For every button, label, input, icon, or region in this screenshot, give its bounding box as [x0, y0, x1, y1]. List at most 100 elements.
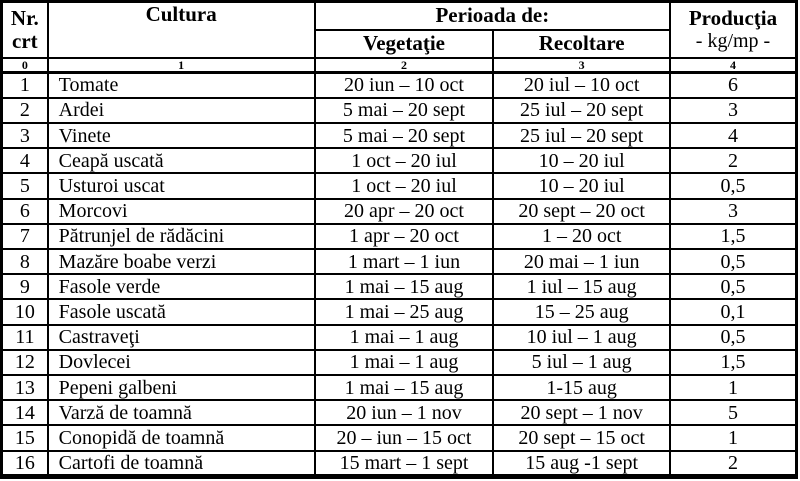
header-cultura: Cultura — [46, 0, 316, 59]
header-nr-crt: Nr. crt — [0, 0, 49, 59]
table-row: 14 Varză de toamnă 20 iun – 1 nov 20 sep… — [0, 399, 798, 427]
table-row: 10 Fasole uscată 1 mai – 25 aug 15 – 25 … — [0, 298, 798, 326]
table-row: 3 Vinete 5 mai – 20 sept 25 iul – 20 sep… — [0, 121, 798, 150]
cell-vegetatie: 20 iun – 10 oct — [313, 71, 495, 99]
cell-vegetatie: 1 mai – 1 aug — [313, 323, 495, 351]
cell-nr: 10 — [0, 298, 49, 326]
column-index-1: 1 — [46, 56, 316, 74]
cell-recoltare: 10 – 20 iul — [492, 172, 671, 200]
table-row: 7 Pătrunjel de rădăcini 1 apr – 20 oct 1… — [0, 222, 798, 250]
cell-productia: 0,5 — [669, 247, 798, 276]
header-nr-line1: Nr. — [10, 5, 39, 30]
table-row: 16 Cartofi de toamnă 15 mart – 1 sept 15… — [0, 449, 798, 478]
cell-vegetatie: 1 oct – 20 iul — [313, 147, 495, 175]
column-index-row: 0 1 2 3 4 — [0, 56, 798, 74]
cell-recoltare: 15 – 25 aug — [492, 298, 671, 326]
cell-cultura: Conopidă de toamnă — [46, 424, 316, 452]
cell-vegetatie: 20 iun – 1 nov — [313, 399, 495, 427]
table-row: 5 Usturoi uscat 1 oct – 20 iul 10 – 20 i… — [0, 172, 798, 200]
cell-productia: 5 — [669, 399, 798, 427]
cell-nr: 1 — [0, 71, 49, 99]
header-productia-unit: - kg/mp - — [695, 30, 771, 53]
table-row: 4 Ceapă uscată 1 oct – 20 iul 10 – 20 iu… — [0, 147, 798, 175]
cell-cultura: Pătrunjel de rădăcini — [46, 222, 316, 250]
cell-vegetatie: 15 mart – 1 sept — [313, 449, 495, 478]
cell-productia: 1 — [669, 373, 798, 402]
cell-recoltare: 20 mai – 1 iun — [492, 247, 671, 276]
cell-recoltare: 10 iul – 1 aug — [492, 323, 671, 351]
cell-recoltare: 1-15 aug — [492, 373, 671, 402]
cell-productia: 0,1 — [669, 298, 798, 326]
cell-vegetatie: 1 apr – 20 oct — [313, 222, 495, 250]
cell-cultura: Vinete — [46, 121, 316, 150]
cell-cultura: Fasole verde — [46, 273, 316, 301]
table-row: 8 Mazăre boabe verzi 1 mart – 1 iun 20 m… — [0, 247, 798, 276]
header-recoltare: Recoltare — [492, 28, 671, 59]
table-row: 12 Dovlecei 1 mai – 1 aug 5 iul – 1 aug … — [0, 348, 798, 376]
cell-nr: 5 — [0, 172, 49, 200]
cell-cultura: Ceapă uscată — [46, 147, 316, 175]
cell-recoltare: 25 iul – 20 sept — [492, 96, 671, 124]
table-body: 1 Tomate 20 iun – 10 oct 20 iul – 10 oct… — [0, 71, 798, 478]
cell-nr: 16 — [0, 449, 49, 478]
cell-productia: 1,5 — [669, 348, 798, 376]
table-row: 11 Castraveţi 1 mai – 1 aug 10 iul – 1 a… — [0, 323, 798, 351]
cell-recoltare: 20 sept – 20 oct — [492, 197, 671, 225]
cell-nr: 11 — [0, 323, 49, 351]
cell-productia: 3 — [669, 96, 798, 124]
table-row: 13 Pepeni galbeni 1 mai – 15 aug 1-15 au… — [0, 373, 798, 402]
cell-vegetatie: 1 mai – 15 aug — [313, 373, 495, 402]
table-row: 9 Fasole verde 1 mai – 15 aug 1 iul – 15… — [0, 273, 798, 301]
cell-nr: 2 — [0, 96, 49, 124]
cell-cultura: Castraveţi — [46, 323, 316, 351]
cell-cultura: Mazăre boabe verzi — [46, 247, 316, 276]
cell-cultura: Usturoi uscat — [46, 172, 316, 200]
column-index-0: 0 — [0, 56, 49, 74]
cell-vegetatie: 1 mai – 1 aug — [313, 348, 495, 376]
cell-cultura: Varză de toamnă — [46, 399, 316, 427]
table-row: 6 Morcovi 20 apr – 20 oct 20 sept – 20 o… — [0, 197, 798, 225]
cell-nr: 3 — [0, 121, 49, 150]
cell-recoltare: 25 iul – 20 sept — [492, 121, 671, 150]
header-productia: Producţia - kg/mp - — [669, 0, 798, 59]
cell-nr: 13 — [0, 373, 49, 402]
cell-vegetatie: 20 apr – 20 oct — [313, 197, 495, 225]
cell-nr: 12 — [0, 348, 49, 376]
cell-recoltare: 20 iul – 10 oct — [492, 71, 671, 99]
cell-cultura: Fasole uscată — [46, 298, 316, 326]
cell-nr: 9 — [0, 273, 49, 301]
cell-vegetatie: 20 – iun – 15 oct — [313, 424, 495, 452]
table-row: 2 Ardei 5 mai – 20 sept 25 iul – 20 sept… — [0, 96, 798, 124]
header-productia-line1: Producţia — [688, 6, 778, 31]
cell-productia: 0,5 — [669, 172, 798, 200]
cell-productia: 1,5 — [669, 222, 798, 250]
cell-recoltare: 10 – 20 iul — [492, 147, 671, 175]
cell-productia: 2 — [669, 449, 798, 478]
cell-vegetatie: 1 oct – 20 iul — [313, 172, 495, 200]
cell-productia: 0,5 — [669, 273, 798, 301]
cell-productia: 6 — [669, 71, 798, 99]
table-row: 1 Tomate 20 iun – 10 oct 20 iul – 10 oct… — [0, 71, 798, 99]
cell-cultura: Ardei — [46, 96, 316, 124]
table-row: 15 Conopidă de toamnă 20 – iun – 15 oct … — [0, 424, 798, 452]
cell-recoltare: 20 sept – 1 nov — [492, 399, 671, 427]
header-perioada-group: Perioada de: — [313, 0, 672, 31]
cell-recoltare: 1 – 20 oct — [492, 222, 671, 250]
column-index-3: 3 — [492, 56, 671, 74]
cell-productia: 3 — [669, 197, 798, 225]
cell-cultura: Pepeni galbeni — [46, 373, 316, 402]
column-index-4: 4 — [669, 56, 798, 74]
cell-nr: 15 — [0, 424, 49, 452]
cell-vegetatie: 1 mai – 15 aug — [313, 273, 495, 301]
cell-vegetatie: 5 mai – 20 sept — [313, 121, 495, 150]
cell-recoltare: 20 sept – 15 oct — [492, 424, 671, 452]
cell-productia: 1 — [669, 424, 798, 452]
cell-nr: 4 — [0, 147, 49, 175]
cell-recoltare: 1 iul – 15 aug — [492, 273, 671, 301]
header-nr-line2: crt — [12, 28, 38, 53]
cell-recoltare: 15 aug -1 sept — [492, 449, 671, 478]
header-vegetatie: Vegetaţie — [313, 28, 495, 59]
cell-nr: 6 — [0, 197, 49, 225]
cell-recoltare: 5 iul – 1 aug — [492, 348, 671, 376]
